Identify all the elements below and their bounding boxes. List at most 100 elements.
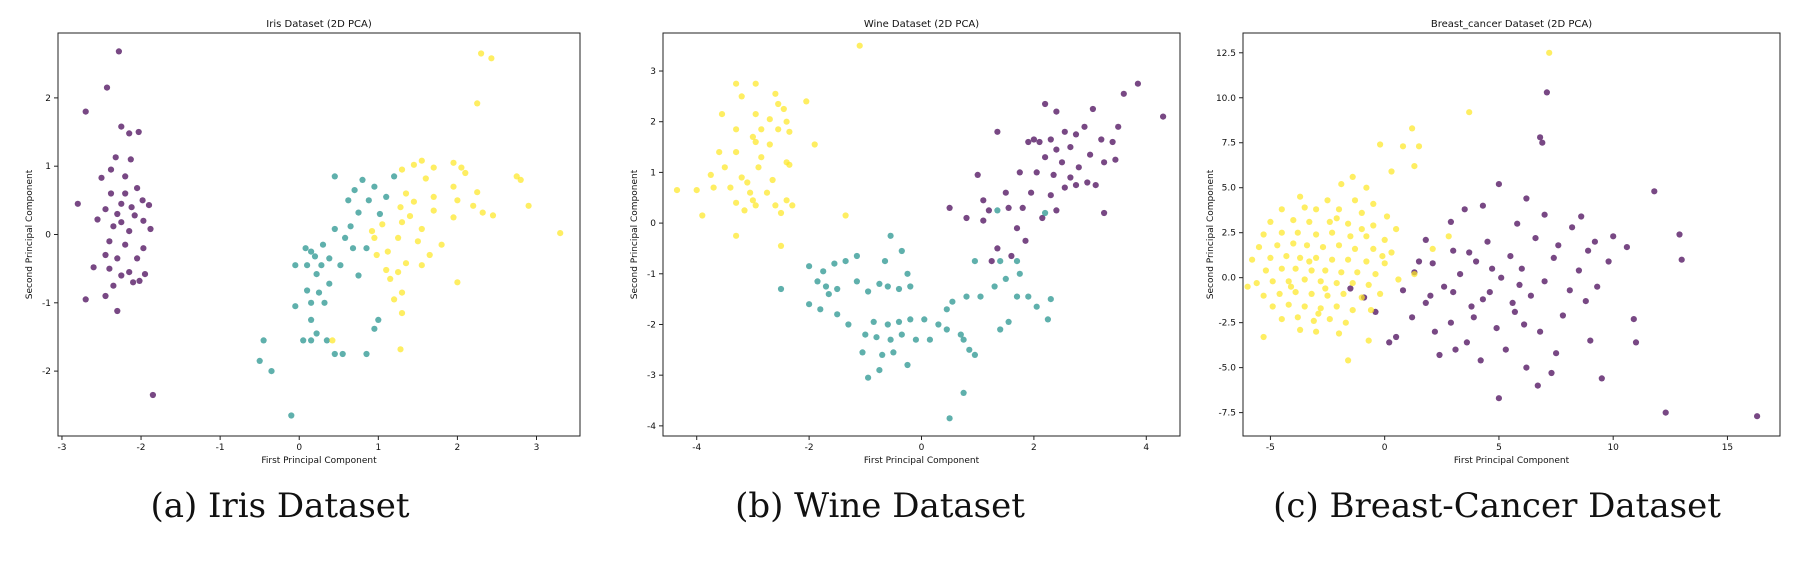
data-point xyxy=(1422,236,1429,243)
iris-panel: Iris Dataset (2D PCA) -3 -2 -1 0 1 2 3 -2 -1 0 1 2 Fi… xyxy=(0,0,600,561)
data-point xyxy=(825,291,832,298)
data-point xyxy=(673,187,681,194)
x-tick-label: -5 xyxy=(1266,443,1275,453)
x-tick-label: -2 xyxy=(805,443,814,453)
data-point xyxy=(398,310,406,317)
data-point xyxy=(935,321,942,328)
data-point xyxy=(991,283,998,290)
y-tick-label: -2 xyxy=(42,367,51,377)
data-point xyxy=(1326,218,1333,225)
data-point xyxy=(1283,253,1290,260)
data-point xyxy=(884,321,891,328)
data-point xyxy=(747,189,754,196)
data-point xyxy=(351,187,358,194)
data-point xyxy=(1016,270,1023,277)
data-point xyxy=(478,50,485,57)
y-tick-label: -3 xyxy=(647,371,656,381)
data-point xyxy=(898,247,905,255)
y-tick-label: 0 xyxy=(45,231,51,241)
data-point xyxy=(1345,256,1352,263)
data-point xyxy=(342,234,349,241)
data-point xyxy=(326,255,333,262)
data-point xyxy=(371,234,378,241)
data-point xyxy=(733,199,740,206)
data-point xyxy=(1269,303,1276,310)
data-point xyxy=(118,219,125,226)
data-point xyxy=(383,266,390,274)
data-point xyxy=(831,260,838,267)
data-point xyxy=(1676,231,1683,238)
data-point xyxy=(766,141,773,148)
data-point xyxy=(313,271,320,278)
data-point xyxy=(302,245,309,252)
x-tick-label: 15 xyxy=(1722,443,1733,453)
data-point xyxy=(786,128,793,135)
data-point xyxy=(1450,289,1457,296)
data-point xyxy=(376,210,383,218)
data-point xyxy=(763,189,771,196)
data-point xyxy=(1324,197,1331,204)
data-point xyxy=(1495,395,1502,402)
data-point xyxy=(1322,285,1329,292)
data-point xyxy=(1067,174,1074,181)
data-point xyxy=(733,126,740,133)
data-point xyxy=(1495,181,1502,188)
data-point xyxy=(1363,233,1370,240)
data-point xyxy=(876,280,883,287)
data-point xyxy=(1329,229,1336,236)
x-tick-label: 2 xyxy=(455,443,461,453)
data-point xyxy=(966,346,973,353)
data-point xyxy=(1447,319,1454,326)
data-point xyxy=(1559,312,1566,319)
breast-cancer-scatter-chart: Breast_cancer Dataset (2D PCA) -5 0 5 10 15 -7… xyxy=(1206,19,1781,466)
data-point xyxy=(1393,226,1400,233)
data-point xyxy=(363,245,370,252)
data-point xyxy=(384,248,391,255)
data-point xyxy=(907,283,914,290)
data-point xyxy=(859,349,866,356)
data-point xyxy=(1452,346,1459,353)
data-point xyxy=(1569,224,1576,231)
data-point xyxy=(1292,265,1299,272)
data-point xyxy=(311,253,319,260)
data-point xyxy=(1313,254,1320,261)
y-tick-label: 12.5 xyxy=(1216,49,1236,59)
data-point xyxy=(870,318,877,325)
data-point xyxy=(1347,233,1354,240)
data-point xyxy=(1160,113,1167,120)
data-point xyxy=(1294,314,1301,321)
data-point xyxy=(749,197,756,204)
data-point xyxy=(1409,125,1416,132)
data-point xyxy=(772,90,779,97)
data-point xyxy=(1441,283,1448,290)
data-point xyxy=(895,318,903,325)
data-point xyxy=(1370,200,1377,207)
data-point xyxy=(398,219,406,226)
y-tick-label: 5.0 xyxy=(1222,184,1237,194)
data-point xyxy=(1342,319,1349,326)
data-point xyxy=(977,293,984,300)
data-point xyxy=(1134,80,1141,87)
data-point xyxy=(122,241,129,248)
data-point xyxy=(1555,242,1562,249)
data-point xyxy=(136,277,143,284)
data-point xyxy=(1338,181,1345,188)
data-point xyxy=(1377,290,1384,297)
data-point xyxy=(884,283,891,290)
data-point xyxy=(397,346,404,353)
data-point xyxy=(1042,154,1049,161)
data-point xyxy=(373,251,380,259)
data-point xyxy=(1324,292,1331,299)
data-point xyxy=(1260,333,1267,341)
data-point xyxy=(337,262,344,269)
data-point xyxy=(1047,192,1054,199)
data-point xyxy=(1363,184,1370,191)
data-point xyxy=(1067,144,1074,151)
data-point xyxy=(772,202,779,209)
data-point xyxy=(387,275,394,282)
data-point xyxy=(349,245,357,252)
data-point xyxy=(395,269,402,276)
data-point xyxy=(907,316,914,323)
data-point xyxy=(368,228,376,235)
data-point xyxy=(1363,258,1370,265)
